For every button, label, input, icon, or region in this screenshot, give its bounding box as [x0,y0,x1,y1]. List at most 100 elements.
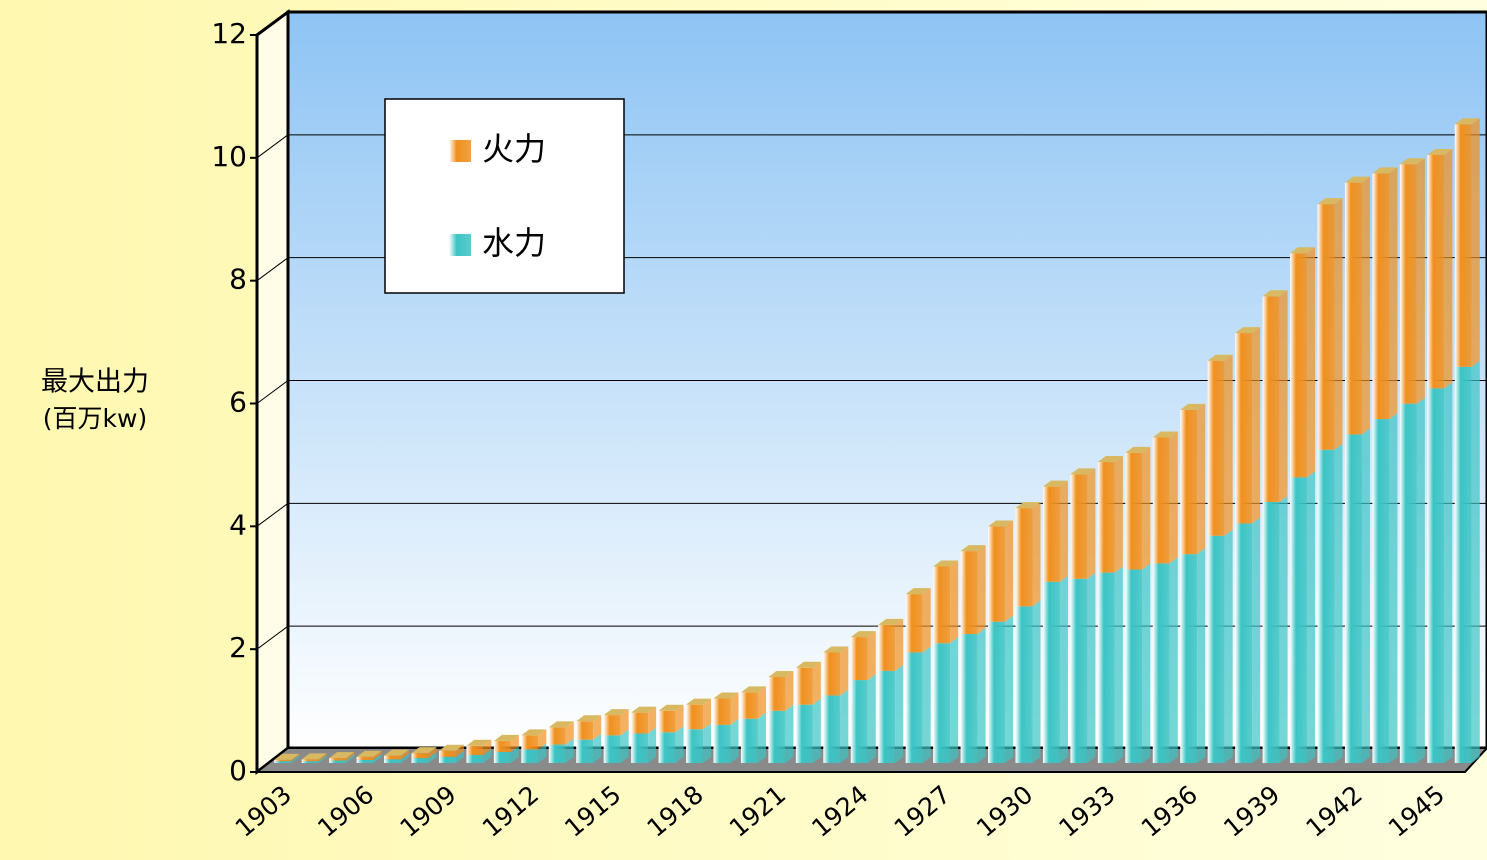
bar-top [1454,118,1480,125]
legend-box [384,98,625,294]
bar-top [1262,290,1288,297]
bar-side [1224,529,1233,763]
bar-segment [548,727,566,745]
y-axis-label: (百万kw) [43,404,147,433]
bar-side [510,745,519,763]
bar-segment [521,735,539,750]
bar-top [1344,176,1370,183]
bar-side [977,628,986,763]
bar-segment [1372,419,1390,763]
bar-top [988,520,1014,527]
bar-side [867,674,876,763]
bar-segment [1399,164,1417,404]
grid-line [256,257,289,282]
bar-side [757,712,766,763]
bar-top [795,661,821,668]
bar-top [1427,148,1453,155]
y-tick-label: 6 [229,386,247,419]
bar-side [1059,480,1068,582]
bar-segment [1235,333,1253,524]
bar-side [895,664,904,763]
bar-segment [1207,360,1225,536]
bar-side [620,729,629,763]
bar-side [730,692,739,725]
bar-segment [1399,403,1417,763]
bar-segment [1427,388,1445,763]
bar-top [1235,327,1261,334]
bar-side [1005,520,1014,622]
bar-side [565,738,574,763]
bar-side [1032,600,1041,763]
bar-segment [603,715,621,736]
bar-side [1005,615,1014,763]
bar-segment [878,624,896,671]
bar-segment [740,692,758,719]
bar-segment [301,761,319,763]
bar-side [1197,548,1206,763]
bar-segment [274,761,292,763]
y-tick-label: 12 [211,17,247,50]
bar-top [1207,354,1233,361]
y-tick-label: 8 [229,263,247,296]
bar-top [329,752,355,759]
bar-segment [1290,253,1308,478]
bar-side [346,752,355,761]
bar-side [1252,517,1261,763]
bar-side [785,671,794,711]
bar-segment [384,759,402,763]
bar-side [593,715,602,740]
bar-side [401,753,410,763]
bar-segment [329,758,347,761]
bar-side [1169,557,1178,763]
bar-side [1059,575,1068,763]
bar-side [648,727,657,763]
bar-top [1152,431,1178,438]
bar-segment [1454,366,1472,763]
bar-top [1070,468,1096,475]
bar-side [1114,456,1123,573]
bar-top [384,749,410,756]
bar-segment [1070,578,1088,763]
bar-side [1471,360,1480,763]
bar-segment [823,695,841,763]
bar-segment [933,566,951,644]
bar-top [658,704,684,711]
bar-segment [631,733,649,763]
bar-side [675,704,684,733]
bar-top [548,721,574,728]
bar-top [356,750,382,757]
bar-side [538,729,547,750]
bar-top [631,706,657,713]
bar-side [1471,118,1480,367]
bar-segment [795,667,813,705]
bar-side [455,750,464,763]
bar-side [1361,176,1370,435]
bar-top [713,692,739,699]
bar-side [1307,247,1316,478]
bar-segment [1454,124,1472,367]
bar-side [1389,413,1398,763]
bar-top [466,739,492,746]
bar-top [1372,167,1398,174]
bar-segment [301,759,319,762]
bar-segment [1317,449,1335,763]
bar-segment [493,740,511,752]
bar-segment [329,760,347,763]
bar-segment [658,732,676,763]
bar-segment [493,751,511,763]
bar-segment [878,670,896,763]
bar-side [1087,572,1096,763]
bar-side [1416,397,1425,763]
bar-segment [850,680,868,763]
bar-top [1399,158,1425,165]
bar-top [1042,480,1068,487]
bar-side [373,753,382,763]
bar-segment [1125,452,1143,570]
bar-segment [1015,606,1033,763]
bar-side [565,721,574,745]
bar-segment [1015,508,1033,607]
y-axis-label: 最大出力 [41,367,149,398]
bar-segment [713,698,731,725]
bar-side [428,747,437,759]
bar-top [740,686,766,693]
